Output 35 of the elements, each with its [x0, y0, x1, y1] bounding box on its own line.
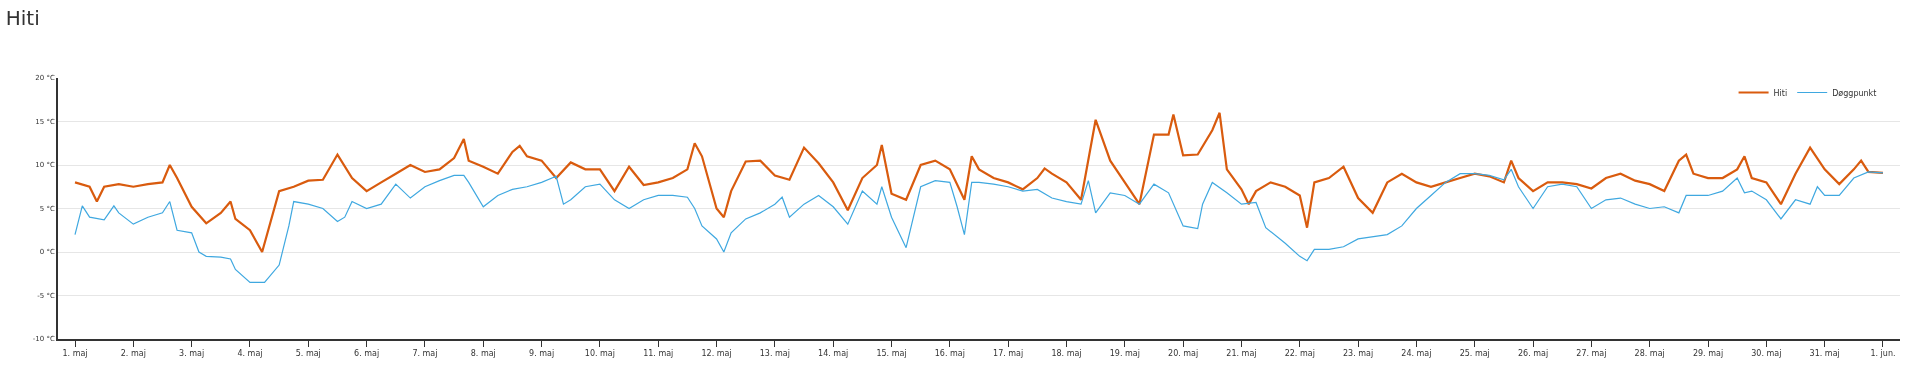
x-tick-label: 25. maj [1459, 349, 1490, 359]
x-tick-label: 5. maj [295, 349, 321, 359]
x-tick-label: 1. jun. [1870, 349, 1896, 359]
x-tick-label: 6. maj [354, 349, 380, 359]
x-tick-label: 24. maj [1401, 349, 1432, 359]
x-tick-label: 11. maj [643, 349, 674, 359]
x-tick-label: 31. maj [1809, 349, 1840, 359]
x-tick-label: 18. maj [1051, 349, 1082, 359]
x-tick-label: 14. maj [818, 349, 849, 359]
x-tick-label: 28. maj [1634, 349, 1665, 359]
legend-label: Døggpunkt [1832, 88, 1877, 98]
x-tick-label: 26. maj [1517, 349, 1549, 359]
x-tick-label: 3. maj [179, 349, 205, 359]
x-tick-label: 2. maj [120, 349, 146, 359]
x-tick-label: 8. maj [470, 349, 496, 359]
x-tick-label: 16. maj [934, 349, 965, 359]
x-tick-label: 27. maj [1576, 349, 1607, 359]
x-tick-label: 20. maj [1168, 349, 1199, 359]
x-tick-label: 23. maj [1343, 349, 1374, 359]
x-tick-label: 21. maj [1226, 349, 1257, 359]
x-tick-label: 7. maj [412, 349, 438, 359]
chart-title: Hiti [5, 6, 40, 31]
x-tick-label: 12. maj [701, 349, 732, 359]
x-tick-label: 1. maj [62, 349, 88, 359]
x-tick-label: 9. maj [529, 349, 555, 359]
legend-label: Hiti [1773, 88, 1788, 98]
x-tick-label: 10. maj [584, 349, 615, 359]
x-tick-label: 29. maj [1692, 349, 1724, 359]
x-tick-label: 15. maj [876, 349, 907, 359]
x-tick-label: 17. maj [993, 349, 1024, 359]
x-tick-label: 19. maj [1109, 349, 1140, 359]
x-tick-label: 22. maj [1284, 349, 1315, 359]
x-tick-label: 4. maj [237, 349, 263, 359]
x-tick-label: 30. maj [1751, 349, 1782, 359]
x-tick-label: 13. maj [759, 349, 790, 359]
